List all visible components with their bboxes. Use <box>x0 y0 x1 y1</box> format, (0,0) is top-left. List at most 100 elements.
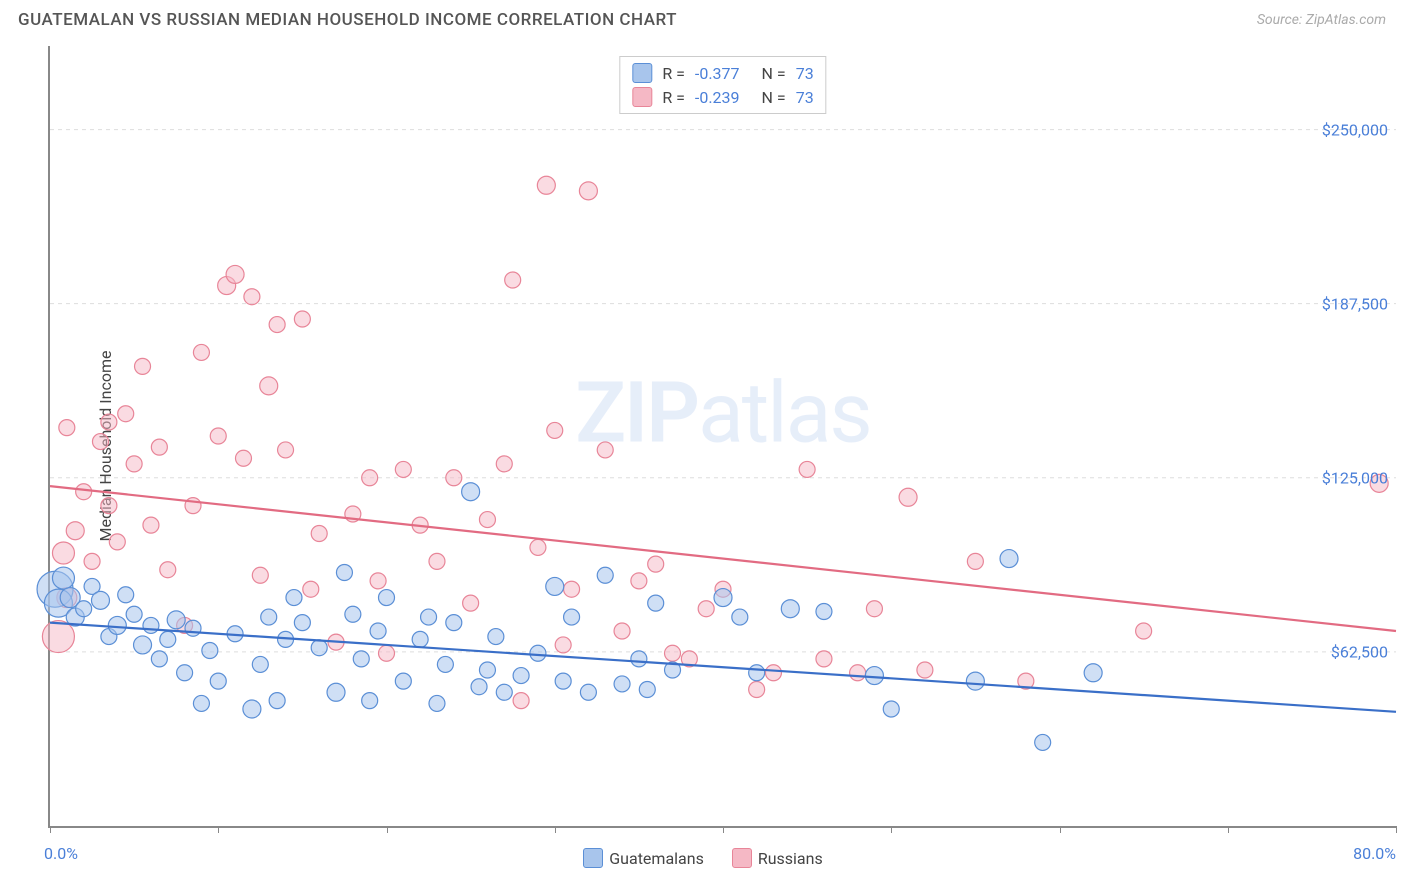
scatter-plot-svg <box>50 46 1396 826</box>
data-point <box>639 682 655 698</box>
trend-line <box>50 486 1396 631</box>
data-point <box>479 512 495 528</box>
data-point <box>151 651 167 667</box>
data-point <box>261 609 277 625</box>
data-point <box>564 609 580 625</box>
y-tick-label: $62,500 <box>1331 642 1388 661</box>
swatch-pink-icon <box>632 87 652 107</box>
data-point <box>530 539 546 555</box>
data-point <box>126 606 142 622</box>
swatch-blue-icon <box>583 848 603 868</box>
data-point <box>614 676 630 692</box>
data-point <box>135 358 151 374</box>
y-tick-label: $125,000 <box>1322 468 1388 487</box>
x-tick <box>723 826 724 833</box>
data-point <box>177 665 193 681</box>
series-legend: Guatemalans Russians <box>0 848 1406 868</box>
correlation-stats-legend: R = -0.377 N = 73 R = -0.239 N = 73 <box>619 56 826 114</box>
data-point <box>210 673 226 689</box>
data-point <box>816 651 832 667</box>
data-point <box>555 637 571 653</box>
data-point <box>370 623 386 639</box>
data-point <box>235 450 251 466</box>
data-point <box>345 606 361 622</box>
data-point <box>76 601 92 617</box>
data-point <box>698 601 714 617</box>
data-point <box>765 665 781 681</box>
data-point <box>303 581 319 597</box>
data-point <box>816 604 832 620</box>
data-point <box>42 621 74 653</box>
data-point <box>537 176 555 194</box>
data-point <box>579 182 597 200</box>
data-point <box>52 567 74 589</box>
data-point <box>967 553 983 569</box>
x-tick <box>218 826 219 833</box>
data-point <box>151 439 167 455</box>
data-point <box>395 461 411 477</box>
data-point <box>118 406 134 422</box>
data-point <box>865 667 883 685</box>
data-point <box>555 673 571 689</box>
data-point <box>1035 734 1051 750</box>
data-point <box>126 456 142 472</box>
data-point <box>446 470 462 486</box>
data-point <box>421 609 437 625</box>
data-point <box>193 695 209 711</box>
x-tick <box>50 826 51 833</box>
data-point <box>749 665 765 681</box>
legend-item-russians: Russians <box>732 848 823 868</box>
data-point <box>185 620 201 636</box>
data-point <box>294 311 310 327</box>
data-point <box>648 556 664 572</box>
data-point <box>108 616 126 634</box>
data-point <box>781 600 799 618</box>
trend-line <box>50 623 1396 712</box>
data-point <box>311 526 327 542</box>
data-point <box>395 673 411 689</box>
chart-title: GUATEMALAN VS RUSSIAN MEDIAN HOUSEHOLD I… <box>18 10 677 30</box>
data-point <box>866 601 882 617</box>
x-tick <box>891 826 892 833</box>
data-point <box>513 693 529 709</box>
data-point <box>471 679 487 695</box>
y-tick-label: $187,500 <box>1322 294 1388 313</box>
x-tick <box>1060 826 1061 833</box>
data-point <box>429 695 445 711</box>
data-point <box>109 534 125 550</box>
data-point <box>59 420 75 436</box>
data-point <box>665 645 681 661</box>
data-point <box>966 672 984 690</box>
data-point <box>1000 550 1018 568</box>
data-point <box>446 615 462 631</box>
data-point <box>883 701 899 717</box>
data-point <box>496 684 512 700</box>
data-point <box>244 289 260 305</box>
data-point <box>564 581 580 597</box>
data-point <box>850 665 866 681</box>
data-point <box>379 645 395 661</box>
swatch-blue-icon <box>632 63 652 83</box>
data-point <box>614 623 630 639</box>
stats-row-russians: R = -0.239 N = 73 <box>632 85 813 109</box>
data-point <box>362 693 378 709</box>
data-point <box>66 522 84 540</box>
data-point <box>488 629 504 645</box>
data-point <box>160 562 176 578</box>
data-point <box>327 683 345 701</box>
data-point <box>580 684 596 700</box>
y-tick-label: $250,000 <box>1322 120 1388 139</box>
data-point <box>597 442 613 458</box>
x-tick <box>387 826 388 833</box>
data-point <box>269 693 285 709</box>
data-point <box>732 609 748 625</box>
data-point <box>243 700 261 718</box>
data-point <box>462 483 480 501</box>
data-point <box>505 272 521 288</box>
data-point <box>134 636 152 654</box>
data-point <box>84 553 100 569</box>
data-point <box>749 682 765 698</box>
data-point <box>631 573 647 589</box>
data-point <box>429 553 445 569</box>
data-point <box>101 414 117 430</box>
